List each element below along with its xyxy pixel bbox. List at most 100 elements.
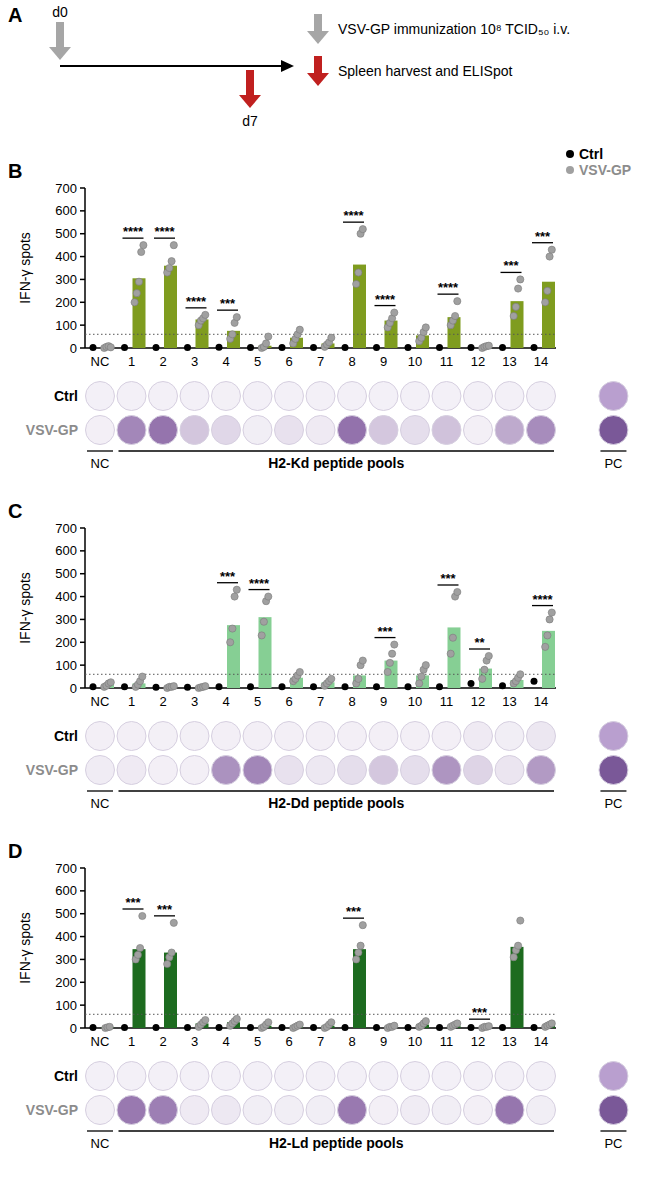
well-group-label: H2-Kd peptide pools <box>268 455 404 471</box>
vsv-dot <box>391 641 398 648</box>
vsv-dot <box>133 290 140 297</box>
significance-label: **** <box>438 280 459 295</box>
x-tick-label: 6 <box>285 694 292 709</box>
bar <box>164 266 177 348</box>
y-tick-label: 700 <box>55 181 77 196</box>
ctrl-dot <box>216 683 223 690</box>
significance-label: *** <box>220 569 236 584</box>
elispot-well <box>401 722 430 751</box>
bar <box>164 953 177 1028</box>
y-tick-label: 600 <box>55 543 77 558</box>
vsv-dot <box>517 276 524 283</box>
vsv-dot <box>454 588 461 595</box>
vsv-dot <box>231 593 238 600</box>
elispot-well <box>180 722 209 751</box>
x-tick-label: 4 <box>222 354 229 369</box>
bar <box>448 627 461 688</box>
elispot-well <box>212 1096 241 1125</box>
vsv-dot <box>139 673 146 680</box>
elispot-well <box>275 416 304 445</box>
vsv-dot <box>227 639 234 646</box>
vsv-dot <box>135 278 142 285</box>
step-label: Spleen harvest and ELISpot <box>338 63 512 79</box>
x-tick-label: NC <box>91 354 110 369</box>
x-tick-label: 12 <box>471 1034 485 1049</box>
x-tick-label: 14 <box>534 694 548 709</box>
axis-title: IFN-γ spots <box>17 232 33 304</box>
arrow-shaft <box>56 22 64 48</box>
elispot-well <box>86 756 115 785</box>
vsv-dot <box>258 632 265 639</box>
vsv-dot <box>422 324 429 331</box>
x-tick-label: 13 <box>502 1034 516 1049</box>
x-tick-label: 13 <box>502 354 516 369</box>
y-tick-label: 400 <box>55 249 77 264</box>
bar <box>353 949 366 1028</box>
elispot-well <box>401 1096 430 1125</box>
vsv-dot <box>452 312 459 319</box>
group-line <box>600 450 626 451</box>
y-tick-label: 200 <box>55 635 77 650</box>
legend-marker <box>566 166 574 174</box>
elispot-well <box>86 1062 115 1091</box>
bar <box>133 949 146 1028</box>
vsv-dot <box>296 1021 303 1028</box>
bar <box>448 317 461 348</box>
vsv-dot <box>391 309 398 316</box>
legend-label: VSV-GP <box>579 162 631 178</box>
x-tick-label: 3 <box>191 694 198 709</box>
day-label: d7 <box>242 113 258 129</box>
x-tick-label: 9 <box>380 694 387 709</box>
group-line <box>87 790 113 791</box>
ctrl-dot <box>184 1024 191 1031</box>
vsv-dot <box>359 922 366 929</box>
vsv-dot <box>265 593 272 600</box>
elispot-well <box>401 416 430 445</box>
elispot-well <box>495 382 524 411</box>
elispot-well <box>464 416 493 445</box>
day-label: d0 <box>52 4 68 20</box>
vsv-dot <box>170 242 177 249</box>
y-tick-label: 200 <box>55 295 77 310</box>
significance-label: *** <box>220 296 236 311</box>
legend-arrow <box>307 14 329 44</box>
vsv-dot <box>359 226 366 233</box>
ctrl-dot <box>184 684 191 691</box>
elispot-well <box>117 1062 146 1091</box>
elispot-well <box>369 416 398 445</box>
ctrl-dot <box>121 683 128 690</box>
vsv-dot <box>106 1023 113 1030</box>
ctrl-dot <box>468 1024 475 1031</box>
ctrl-dot <box>499 344 506 351</box>
well-row-label: Ctrl <box>54 1068 78 1084</box>
vsv-dot <box>139 912 146 919</box>
vsv-dot <box>544 632 551 639</box>
y-tick-label: 0 <box>70 1021 77 1036</box>
elispot-well <box>306 722 335 751</box>
x-tick-label: 7 <box>317 1034 324 1049</box>
arrow-head <box>49 47 71 60</box>
vsv-dot <box>355 949 362 956</box>
elispot-well <box>86 722 115 751</box>
vsv-dot <box>170 919 177 926</box>
group-line <box>600 790 626 791</box>
vsv-dot <box>517 671 524 678</box>
ctrl-dot <box>153 684 160 691</box>
elispot-well <box>338 756 367 785</box>
bar <box>353 265 366 348</box>
vsv-dot <box>296 668 303 675</box>
vsv-dot <box>454 298 461 305</box>
vsv-dot <box>202 683 209 690</box>
elispot-well <box>243 722 272 751</box>
elispot-well <box>212 1062 241 1091</box>
elispot-well <box>243 416 272 445</box>
vsv-dot <box>384 668 391 675</box>
elispot-well <box>117 382 146 411</box>
y-tick-label: 600 <box>55 203 77 218</box>
elispot-well <box>306 756 335 785</box>
ctrl-dot <box>279 344 286 351</box>
well-row-label: VSV-GP <box>26 422 78 438</box>
significance-label: **** <box>375 292 396 307</box>
legend-arrow <box>307 56 329 86</box>
ctrl-dot <box>184 344 191 351</box>
